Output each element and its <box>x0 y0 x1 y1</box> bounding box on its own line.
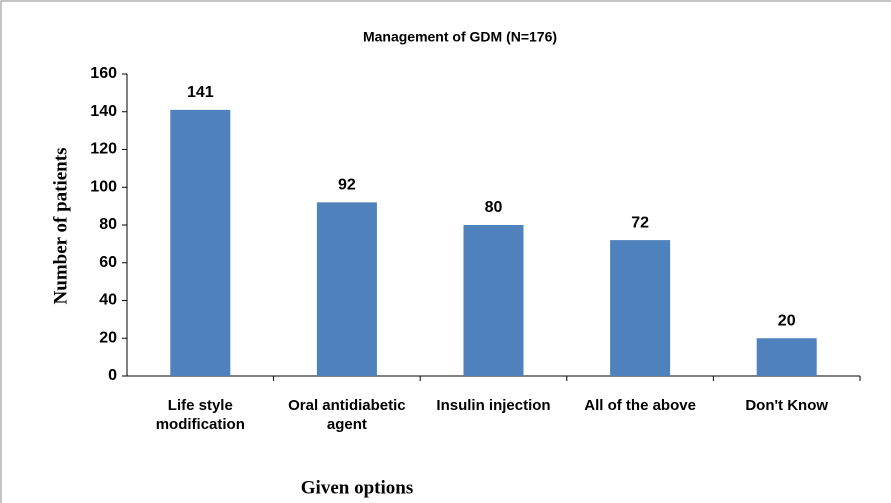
y-tick-label: 100 <box>90 178 117 195</box>
y-tick-label: 160 <box>90 65 117 82</box>
x-tick-label: Oral antidiabetic agent <box>288 397 406 433</box>
bar <box>316 202 377 376</box>
bar <box>756 338 817 376</box>
y-tick-label: 20 <box>99 329 117 346</box>
y-tick-label: 120 <box>90 141 117 158</box>
x-tick-label: Don't Know <box>745 397 829 414</box>
data-label: 20 <box>778 312 796 329</box>
bar <box>170 109 231 377</box>
x-tick-label: Insulin injection <box>436 397 551 414</box>
bar <box>463 225 524 376</box>
bar <box>610 240 671 376</box>
data-label: 141 <box>187 84 214 101</box>
data-label: 80 <box>485 199 503 216</box>
y-axis-label: Number of patients <box>50 148 71 305</box>
y-tick-label: 80 <box>99 216 117 233</box>
y-tick-label: 60 <box>99 254 117 271</box>
x-tick-label: Life style modification <box>155 397 245 433</box>
y-tick-label: 40 <box>99 292 117 309</box>
data-label: 72 <box>631 214 649 231</box>
y-tick-label: 0 <box>108 367 117 384</box>
data-label: 92 <box>338 177 356 194</box>
x-axis-label: Given options <box>301 477 413 498</box>
y-tick-label: 140 <box>90 103 117 120</box>
x-tick-label: All of the above <box>584 397 696 414</box>
chart-title: Management of GDM (N=176) <box>363 29 557 45</box>
